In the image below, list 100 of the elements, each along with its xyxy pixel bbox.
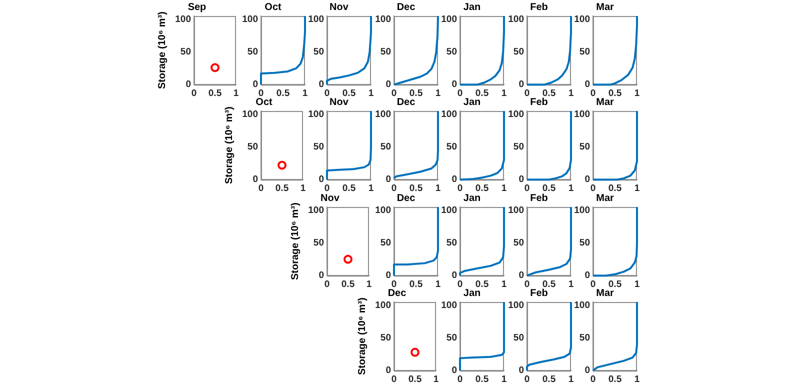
y-tick-label: 0: [318, 174, 324, 186]
x-tick-label: 0.5: [408, 278, 423, 290]
chart-title: Mar: [596, 96, 614, 108]
y-tick-label: 100: [574, 108, 590, 120]
y-tick-label: 50: [313, 238, 324, 249]
y-tick-label: 100: [574, 14, 590, 25]
y-tick-label: 50: [380, 332, 390, 344]
chart-title: Oct: [255, 96, 273, 108]
y-tick-label: 100: [374, 204, 390, 216]
x-tick-label: 1: [568, 88, 574, 99]
chart-title: Feb: [530, 192, 548, 204]
y-axis-title: Storage (10⁶ m³): [223, 106, 234, 184]
y-tick-label: 50: [246, 142, 258, 153]
chart-title: Dec: [396, 192, 416, 204]
x-tick-label: 0.5: [542, 182, 556, 194]
y-tick-label: 0: [452, 365, 457, 376]
y-tick-label: 100: [441, 108, 457, 120]
y-tick-label: 0: [385, 79, 390, 90]
y-tick-label: 0: [518, 79, 524, 90]
chart-title: Mar: [596, 2, 614, 13]
chart-title: Feb: [530, 96, 548, 108]
x-tick-label: 0.5: [542, 374, 556, 385]
x-tick-label: 0.5: [475, 182, 490, 194]
y-tick-label: 50: [313, 46, 324, 58]
y-tick-label: 100: [508, 204, 524, 216]
y-axis-title: Storage (10⁶ m³): [156, 12, 168, 90]
x-tick-label: 1: [302, 88, 308, 99]
x-tick-label: 0.5: [475, 88, 490, 99]
chart-title: Mar: [596, 192, 614, 204]
x-tick-label: 0.5: [475, 278, 490, 290]
x-tick-label: 0.5: [608, 278, 622, 290]
x-tick-label: 0.5: [341, 278, 356, 290]
x-tick-label: 1: [568, 278, 574, 290]
y-tick-label: 100: [308, 14, 324, 25]
y-tick-label: 100: [508, 300, 524, 311]
y-tick-label: 50: [579, 238, 590, 249]
y-tick-label: 50: [180, 46, 191, 58]
x-tick-label: 0.5: [408, 88, 423, 99]
chart-title: Jan: [463, 96, 481, 108]
y-tick-label: 0: [385, 174, 390, 186]
x-tick-label: 1: [501, 88, 508, 99]
y-axis-title: Storage (10⁶ m³): [356, 298, 368, 376]
x-tick-label: 1: [634, 374, 640, 385]
y-tick-label: 0: [252, 79, 258, 90]
x-tick-label: 1: [501, 182, 508, 194]
x-tick-label: 0.5: [208, 88, 222, 99]
x-tick-label: 1: [568, 182, 574, 194]
y-tick-label: 50: [579, 46, 590, 58]
x-tick-label: 0.5: [342, 88, 356, 99]
y-tick-label: 50: [246, 46, 258, 58]
y-tick-label: 100: [441, 204, 457, 216]
y-tick-label: 50: [380, 142, 390, 153]
y-tick-label: 0: [452, 174, 457, 186]
x-tick-label: 1: [366, 278, 372, 290]
y-tick-label: 50: [313, 142, 324, 153]
y-tick-label: 0: [518, 174, 524, 186]
y-tick-label: 50: [512, 46, 524, 58]
y-tick-label: 0: [584, 174, 590, 186]
y-tick-label: 50: [380, 238, 390, 249]
y-tick-label: 100: [242, 108, 258, 120]
chart-title: Sep: [188, 2, 206, 13]
y-tick-label: 50: [512, 332, 524, 344]
y-tick-label: 100: [308, 204, 324, 216]
x-tick-label: 1: [432, 374, 439, 385]
y-tick-label: 50: [446, 142, 457, 153]
y-tick-label: 100: [374, 300, 390, 311]
x-tick-label: 0.5: [542, 88, 556, 99]
y-tick-label: 0: [252, 174, 258, 186]
chart-title: Nov: [330, 96, 349, 108]
y-tick-label: 100: [175, 14, 191, 25]
y-tick-label: 0: [584, 79, 590, 90]
chart-title: Dec: [387, 288, 406, 299]
x-tick-label: 0.5: [408, 182, 423, 194]
y-tick-label: 50: [446, 332, 457, 344]
y-tick-label: 0: [186, 79, 191, 90]
y-tick-label: 50: [380, 46, 390, 58]
y-tick-label: 0: [385, 365, 390, 376]
x-tick-label: 1: [434, 278, 441, 290]
y-tick-label: 0: [318, 79, 324, 90]
chart-title: Mar: [596, 288, 614, 299]
y-tick-label: 100: [242, 14, 258, 25]
x-tick-label: 1: [634, 278, 640, 290]
y-tick-label: 50: [446, 46, 457, 58]
chart-title: Jan: [463, 192, 481, 204]
x-tick-label: 1: [568, 374, 574, 385]
x-tick-label: 0.5: [276, 88, 290, 99]
x-tick-label: 0.5: [542, 278, 556, 290]
chart-title: Jan: [463, 2, 481, 13]
x-tick-label: 1: [368, 182, 374, 194]
x-tick-label: 1: [233, 88, 240, 99]
y-tick-label: 50: [579, 142, 590, 153]
x-tick-label: 0.5: [408, 374, 422, 385]
x-tick-label: 1: [501, 374, 508, 385]
y-tick-label: 50: [446, 238, 457, 249]
x-tick-label: 1: [501, 278, 508, 290]
x-tick-label: 1: [434, 88, 441, 99]
x-tick-label: 1: [634, 182, 640, 194]
x-tick-label: 1: [434, 182, 441, 194]
y-tick-label: 0: [452, 79, 457, 90]
y-tick-label: 0: [385, 270, 390, 282]
